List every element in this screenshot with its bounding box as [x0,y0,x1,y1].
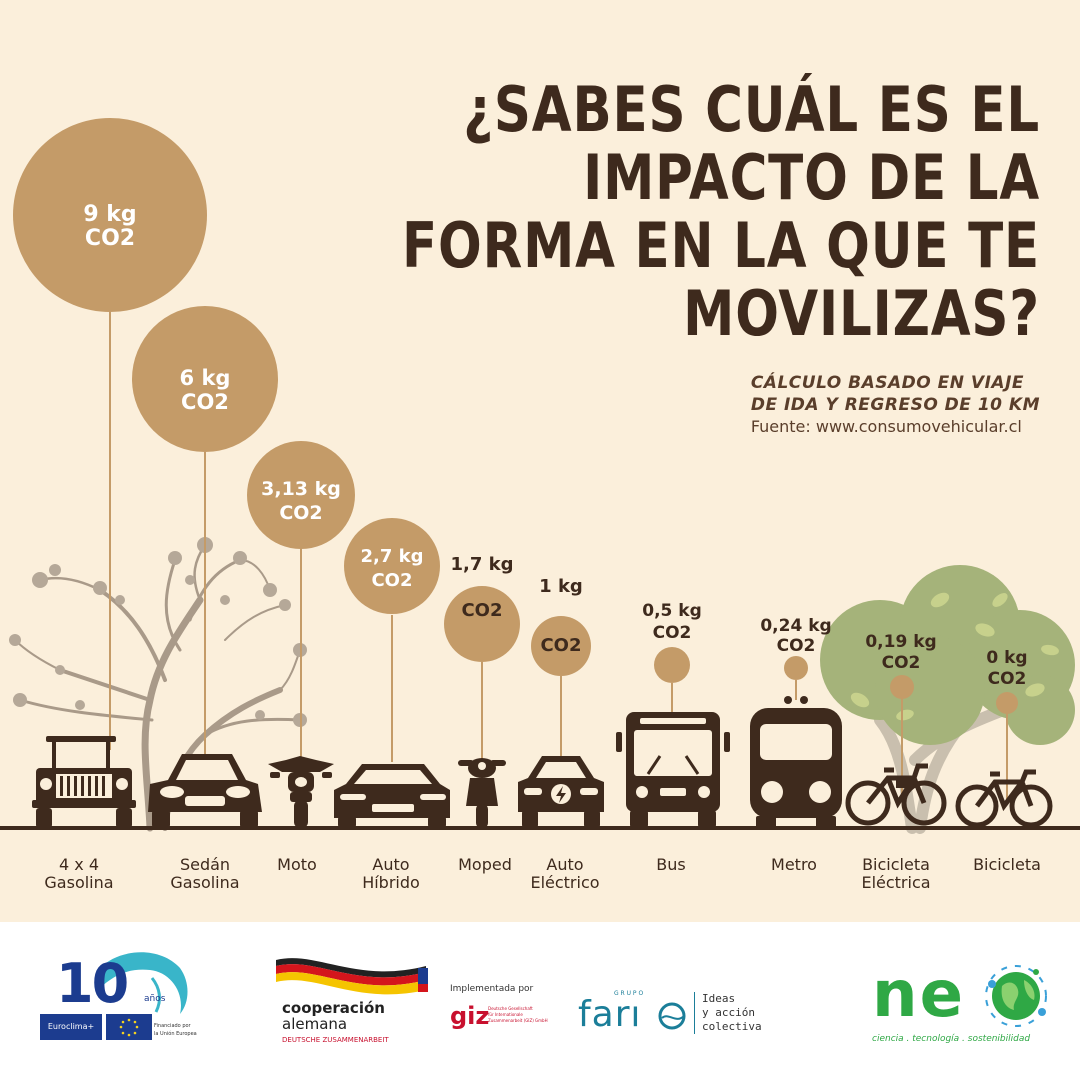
faro-tag-2: y acción [702,1006,755,1019]
bubble-moto [247,441,355,549]
title-line-2: FORMA EN LA QUE TE MOVILIZAS? [402,209,1040,350]
emission-text-moped: 1,7 kg CO2 [450,554,514,621]
bubble-bici [996,692,1018,714]
euroclima-logo: 10 años Euroclima+ Financiado por la Uni… [40,948,200,1058]
label-moped: Moped [458,855,512,874]
giz-brand: giz [450,1002,490,1030]
faro-wave-icon [658,1002,686,1030]
metro-train-icon [750,696,842,828]
neo-logo: ne ciencia . tecnología . sostenibilidad [872,962,1052,1052]
label-moto: Moto [277,855,317,874]
source-text: Fuente: www.consumovehicular.cl [750,417,1022,436]
note-line-1: CÁLCULO BASADO EN VIAJE [750,373,1025,393]
neo-brand: ne [872,958,965,1032]
bubble-sedan [132,306,278,452]
ground-line [0,826,1080,830]
bubble-electrico [531,616,591,676]
bubble-ebike [890,675,914,699]
emission-bubbles [13,118,1018,800]
giz-logo: Implementada por giz Deutsche Gesellscha… [450,984,560,1044]
bubble-bus [654,647,690,683]
cooperacion-alemana-logo: cooperación alemana DEUTSCHE ZUSAMMENARB… [276,954,436,1054]
calculation-note: CÁLCULO BASADO EN VIAJE DE IDA Y REGRESO… [751,372,1040,438]
emission-text-sedan: 6 kg CO2 [179,366,231,414]
bubble-hibrido [344,518,440,614]
bus-icon [616,712,730,828]
hybrid-car-icon [334,764,450,828]
euroclima-funded-1: Financiado por [154,1023,191,1029]
globe-icon [985,965,1047,1027]
euroclima-funded-2: la Unión Europea [154,1031,197,1037]
emission-text-bus: 0,5 kg CO2 [642,601,702,643]
euroclima-swoosh-icon [100,952,188,1040]
footer-logos: 10 años Euroclima+ Financiado por la Uni… [0,922,1080,1080]
title-line-1: ¿SABES CUÁL ES EL IMPACTO DE LA [463,73,1041,214]
label-sedan: Sedán Gasolina [170,855,240,892]
faro-grupo: G R U P O [614,990,644,997]
faro-tag-3: colectiva [702,1020,762,1033]
giz-desc-2: für Internationale [488,1012,523,1017]
euroclima-anos: años [144,994,166,1004]
euroclima-brand: Euroclima+ [40,1014,102,1040]
emission-text-moto: 3,13 kg CO2 [261,478,341,524]
cooperacion-line-3: DEUTSCHE ZUSAMMENARBEIT [282,1036,389,1044]
neo-tagline: ciencia . tecnología . sostenibilidad [872,1034,1031,1044]
motorcycle-icon [268,756,334,828]
label-electrico: Auto Eléctrico [530,855,600,892]
page-title: ¿SABES CUÁL ES EL IMPACTO DE LA FORMA EN… [310,76,1040,348]
label-4x4: 4 x 4 Gasolina [44,855,114,892]
jeep-icon [32,736,136,828]
illustration [0,118,1080,834]
moped-icon [458,758,506,828]
flag-ribbon-icon [276,958,428,995]
label-bici: Bicicleta [973,855,1041,874]
grupo-faro-logo: G R U P O farו Ideas y acción colectiva [578,990,762,1040]
bicycle-icon [955,769,1053,828]
electric-bicycle-icon [845,763,947,826]
giz-desc-3: Zusammenarbeit (GIZ) GmbH [488,1018,548,1023]
faro-divider [694,992,695,1034]
faro-tag-1: Ideas [702,992,736,1005]
electric-car-icon [518,756,604,828]
cooperacion-line-1: cooperación [282,999,385,1017]
emission-text-electrico: 1 kg CO2 [539,576,583,656]
emission-text-bici: 0 kg CO2 [986,648,1028,689]
euroclima-number: 10 [56,952,129,1015]
emission-text-4x4: 9 kg CO2 [83,202,137,251]
bubble-4x4 [13,118,207,312]
label-bus: Bus [656,855,686,874]
bubble-moped [444,586,520,662]
label-hibrido: Auto Híbrido [362,855,420,892]
giz-implemented: Implementada por [450,984,534,994]
emission-text-ebike: 0,19 kg CO2 [865,632,937,673]
label-ebike: Bicicleta Eléctrica [861,855,931,892]
label-metro: Metro [771,855,817,874]
giz-desc-1: Deutsche Gesellschaft [488,1006,533,1011]
emission-text-hibrido: 2,7 kg CO2 [360,546,424,591]
sedan-car-icon [148,754,262,828]
cooperacion-line-2: alemana [282,1015,348,1033]
emission-text-metro: 0,24 kg CO2 [760,616,832,656]
faro-brand: farו [578,994,642,1035]
note-line-2: DE IDA Y REGRESO DE 10 KM [750,395,1040,415]
bubble-metro [784,656,808,680]
